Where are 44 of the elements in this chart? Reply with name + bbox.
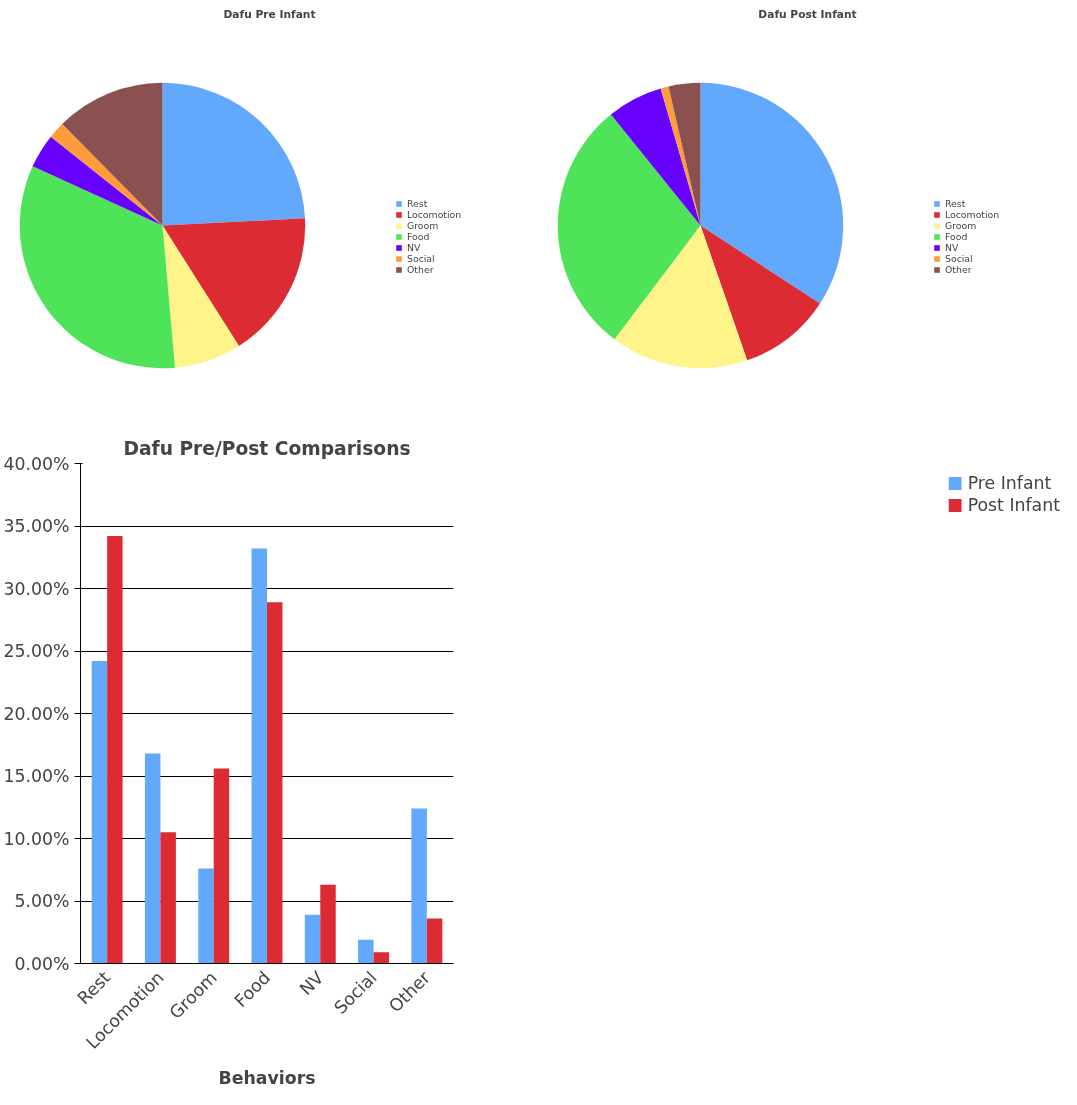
bar — [144, 753, 161, 964]
legend-label: Post Infant — [967, 495, 1060, 515]
bar — [267, 602, 283, 964]
legend-label: Rest — [407, 198, 428, 209]
y-tick-label: 30.00% — [3, 578, 70, 599]
y-tick-label: 20.00% — [3, 703, 70, 724]
legend-label: Groom — [407, 220, 439, 231]
y-tick-label: 15.00% — [3, 766, 70, 786]
x-axis-title: Behaviors — [218, 1067, 316, 1088]
bar — [426, 918, 443, 964]
chart-title: Dafu Pre Infant — [223, 7, 316, 21]
bar — [411, 808, 427, 964]
legend-label: Rest — [945, 198, 966, 209]
legend-label: Pre Infant — [967, 473, 1052, 493]
chart-title: Dafu Post Infant — [758, 7, 857, 21]
bar — [373, 952, 390, 964]
bar — [91, 661, 108, 964]
y-tick-label: 40.00% — [3, 453, 70, 474]
bar — [358, 939, 374, 964]
legend-label: Social — [407, 253, 435, 264]
legend-label: NV — [945, 242, 960, 253]
bar — [160, 832, 176, 964]
bar — [320, 884, 336, 964]
bar — [107, 536, 123, 964]
bar — [198, 868, 214, 964]
bar — [213, 768, 230, 964]
bar — [251, 548, 267, 964]
legend-label: NV — [407, 242, 422, 253]
legend-label: Locomotion — [945, 209, 1000, 220]
legend-label: Food — [945, 231, 968, 242]
bar — [304, 914, 321, 964]
legend-label: Groom — [945, 220, 977, 231]
legend-label: Other — [407, 264, 434, 275]
y-tick-label: 10.00% — [3, 828, 70, 849]
legend-label: Other — [945, 264, 972, 275]
y-tick-label: 35.00% — [3, 516, 70, 536]
legend-label: Social — [945, 253, 973, 264]
x-tick-label: NV — [295, 967, 328, 1000]
y-tick-label: 0.00% — [14, 953, 70, 974]
legend-label: Locomotion — [407, 209, 462, 220]
legend-label: Food — [407, 231, 430, 242]
y-tick-label: 25.00% — [3, 641, 70, 661]
chart-title: Dafu Pre/Post Comparisons — [123, 437, 411, 459]
y-tick-label: 5.00% — [14, 891, 70, 911]
